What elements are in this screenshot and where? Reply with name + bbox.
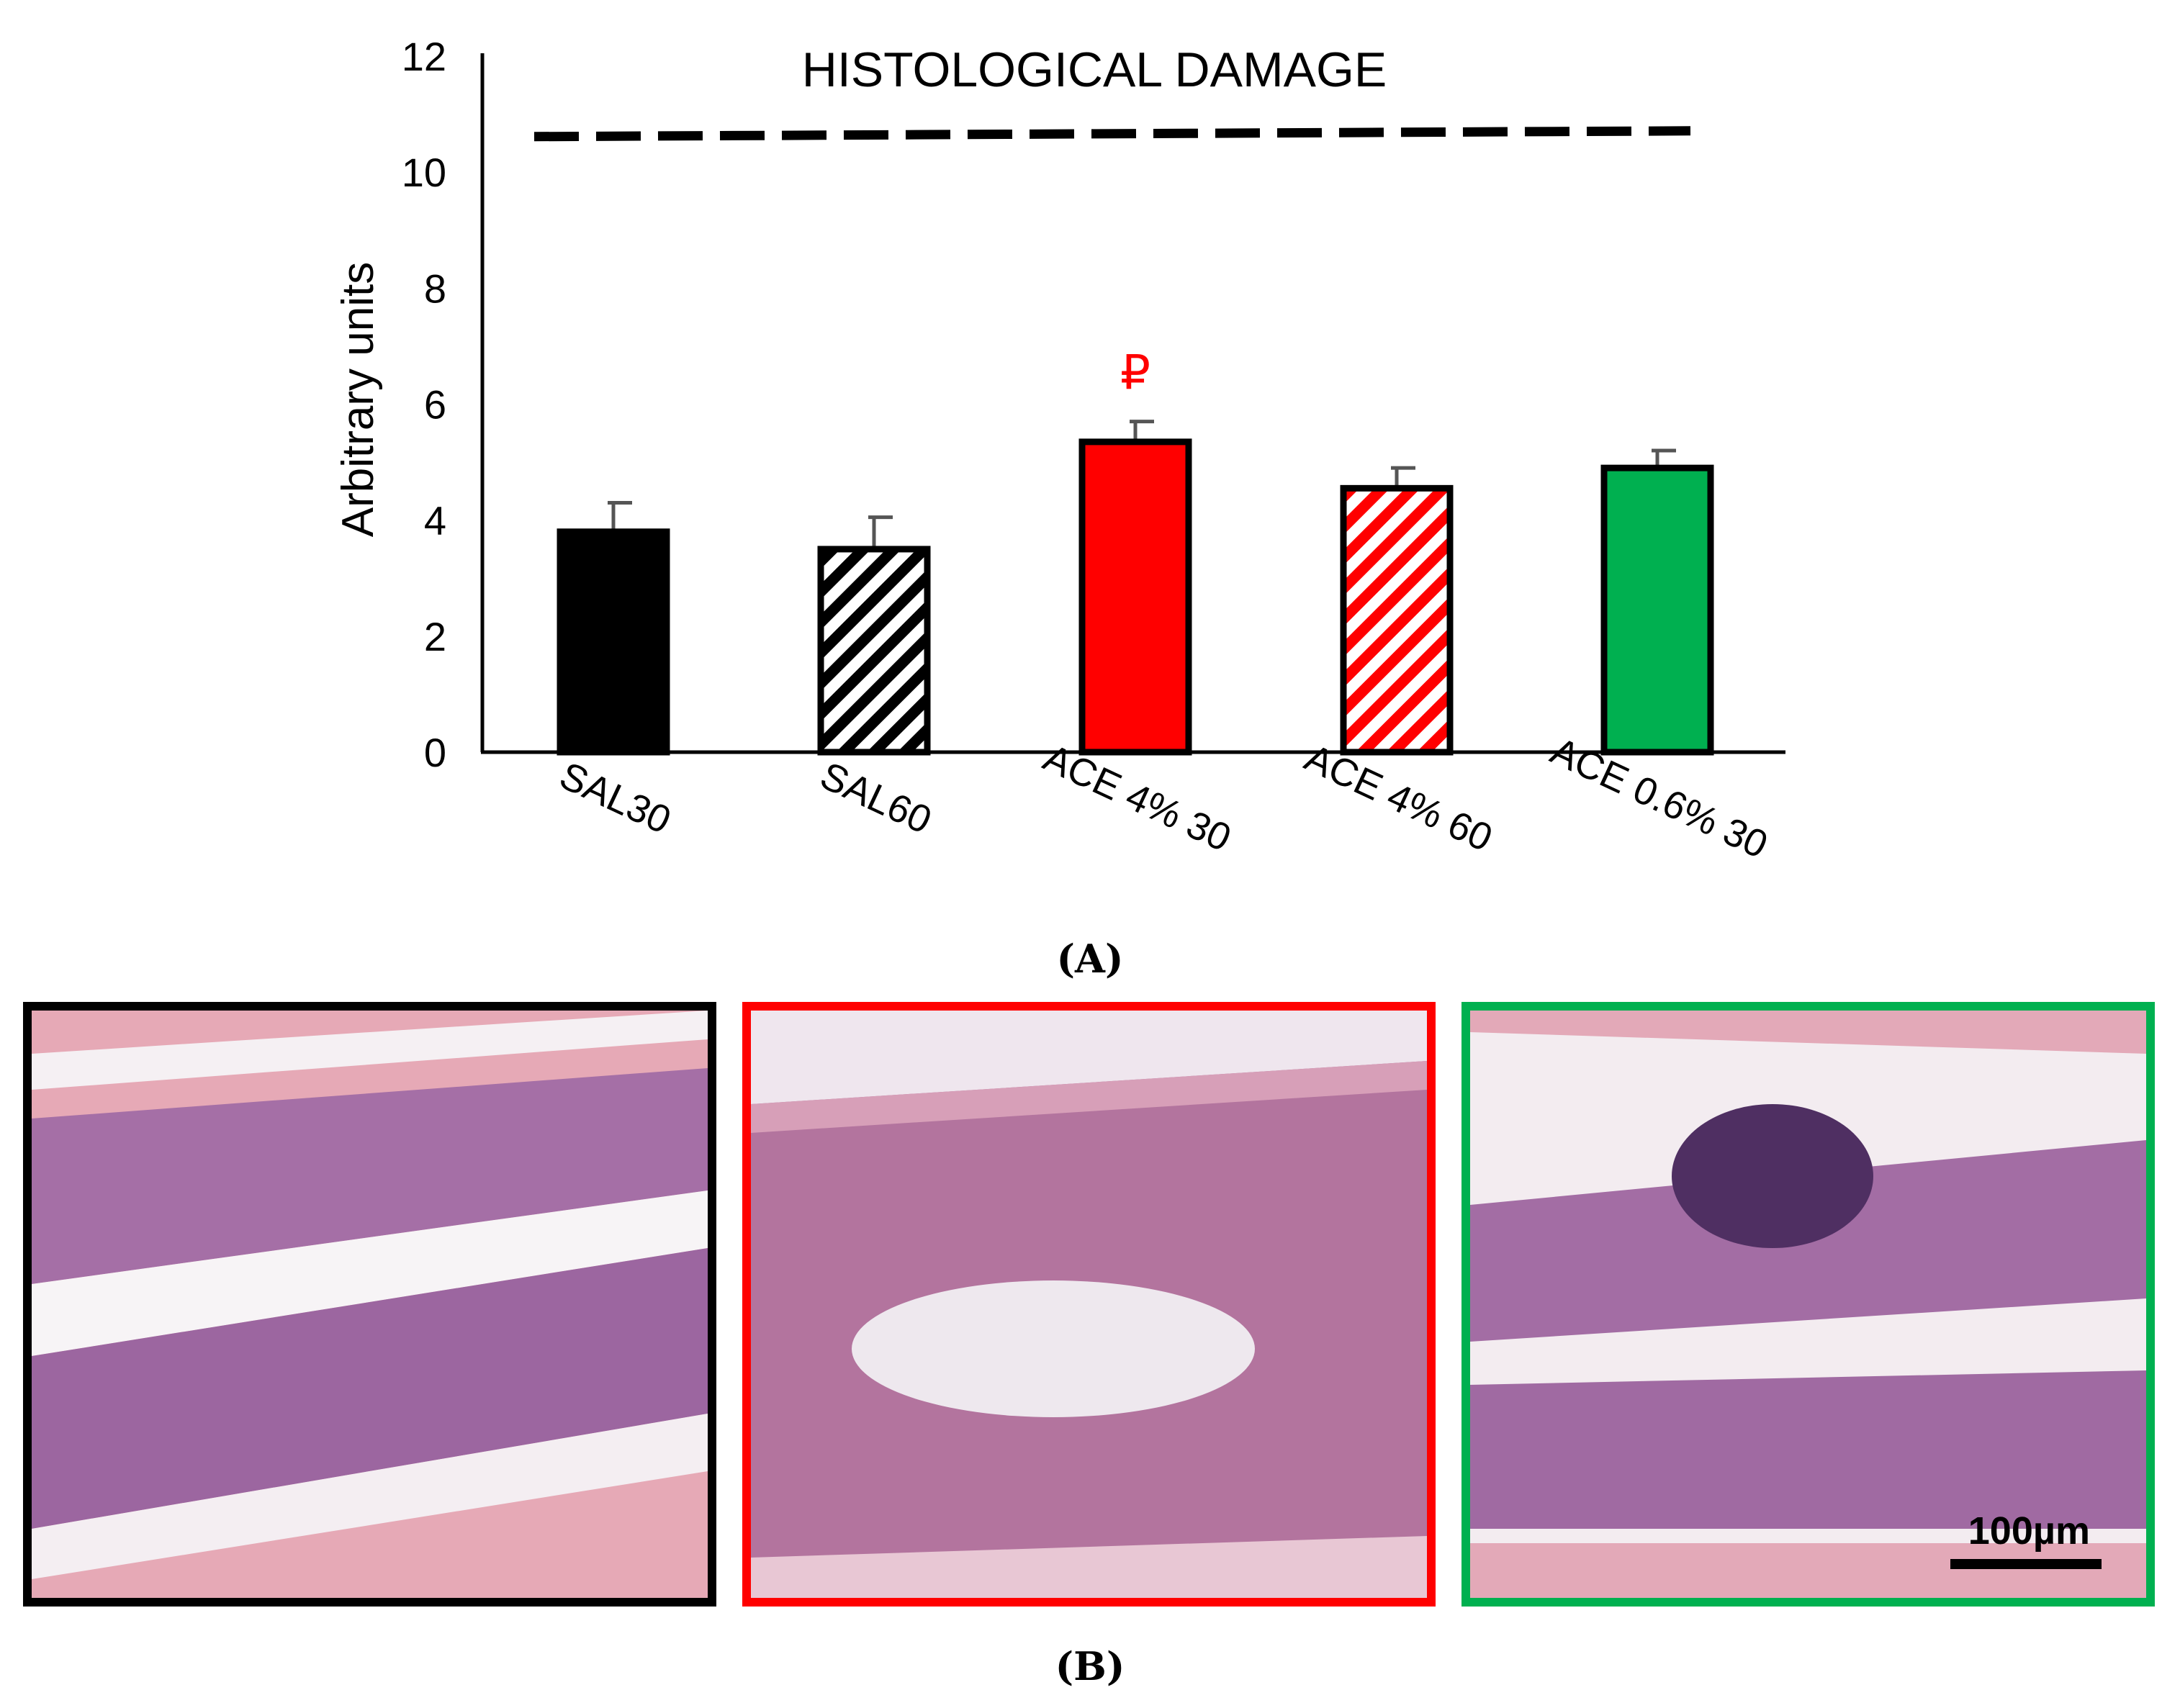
scale-bar	[1950, 1559, 2102, 1569]
category-label: SAL60	[814, 754, 937, 842]
bar-chart: HISTOLOGICAL DAMAGE Arbitrary units 0 2 4 6…	[333, 34, 1785, 867]
histology-image	[1470, 1011, 2146, 1598]
bar	[817, 546, 931, 756]
y-tick-label: 6	[424, 382, 446, 428]
y-tick-label: 8	[424, 266, 446, 311]
chart-title: HISTOLOGICAL DAMAGE	[802, 42, 1387, 97]
micrograph-panel-sal30	[23, 1002, 716, 1607]
reference-dashed-line	[533, 126, 1691, 142]
bar	[557, 528, 670, 756]
micrograph-panel-ace-4pct-30	[742, 1002, 1436, 1607]
y-tick-label: 4	[424, 498, 446, 543]
category-label: SAL30	[553, 754, 677, 842]
caption-a: (A)	[1056, 936, 1124, 982]
bar	[1078, 438, 1192, 756]
caption-b: (B)	[1055, 1643, 1125, 1689]
histology-image	[751, 1011, 1427, 1598]
histology-image	[32, 1011, 708, 1598]
significance-marker: ₽	[1120, 345, 1150, 400]
bar	[1600, 464, 1714, 756]
y-tick-label: 10	[402, 150, 446, 195]
y-tick-label: 2	[424, 614, 446, 659]
scale-bar-label: 100µm	[1968, 1509, 2090, 1553]
y-tick-label: 12	[402, 34, 446, 79]
micrograph-panel-ace-0.6pct-30: 100µm	[1461, 1002, 2155, 1607]
y-tick-label: 0	[424, 730, 446, 775]
bar	[1340, 484, 1454, 756]
y-axis-label: Arbitrary units	[333, 262, 383, 537]
